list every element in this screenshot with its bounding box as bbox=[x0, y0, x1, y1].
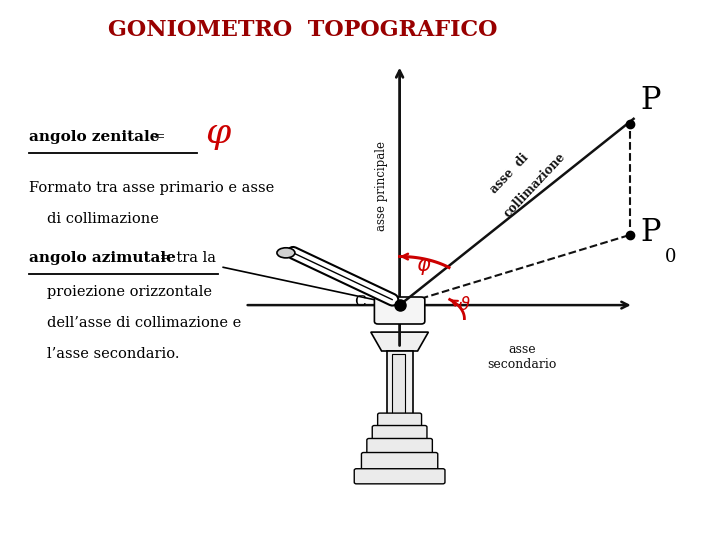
FancyBboxPatch shape bbox=[361, 453, 438, 470]
Text: P: P bbox=[641, 85, 661, 116]
FancyBboxPatch shape bbox=[378, 413, 422, 428]
FancyBboxPatch shape bbox=[374, 297, 425, 324]
Text: asse  di: asse di bbox=[487, 151, 531, 195]
Text: di collimazione: di collimazione bbox=[47, 212, 158, 226]
Text: 0: 0 bbox=[665, 248, 676, 266]
Polygon shape bbox=[371, 332, 428, 351]
Text: $\varphi$: $\varphi$ bbox=[416, 257, 432, 277]
Text: asse
secondario: asse secondario bbox=[487, 343, 557, 371]
Ellipse shape bbox=[277, 248, 295, 258]
Text: P: P bbox=[641, 217, 661, 248]
Text: $\vartheta$: $\vartheta$ bbox=[458, 296, 470, 314]
Bar bbox=[392, 354, 405, 421]
Text: GONIOMETRO  TOPOGRAFICO: GONIOMETRO TOPOGRAFICO bbox=[108, 19, 497, 41]
FancyBboxPatch shape bbox=[354, 469, 445, 484]
Text: dell’asse di collimazione e: dell’asse di collimazione e bbox=[47, 316, 241, 330]
Text: C: C bbox=[354, 295, 366, 309]
Text: = tra la: = tra la bbox=[155, 251, 216, 265]
Bar bbox=[387, 351, 413, 424]
Text: Formato tra asse primario e asse: Formato tra asse primario e asse bbox=[29, 181, 274, 195]
Text: l’asse secondario.: l’asse secondario. bbox=[47, 347, 179, 361]
Text: proiezione orizzontale: proiezione orizzontale bbox=[47, 285, 212, 299]
Text: collimazione: collimazione bbox=[501, 150, 568, 220]
Text: asse principale: asse principale bbox=[375, 141, 388, 231]
Text: angolo azimutale: angolo azimutale bbox=[29, 251, 176, 265]
Text: φ: φ bbox=[205, 116, 230, 150]
Text: angolo zenitale: angolo zenitale bbox=[29, 130, 159, 144]
Text: =: = bbox=[148, 130, 165, 144]
FancyBboxPatch shape bbox=[367, 438, 432, 455]
FancyBboxPatch shape bbox=[372, 426, 427, 441]
